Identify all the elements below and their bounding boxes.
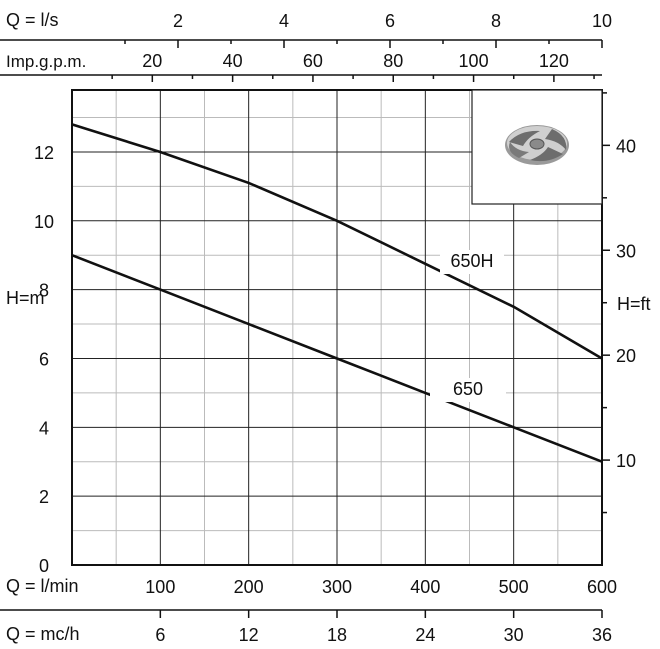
tick-label-ft: 20: [616, 346, 636, 366]
tick-label-imp: 80: [383, 51, 403, 71]
tick-label-imp: 120: [539, 51, 569, 71]
tick-label-imp: 60: [303, 51, 323, 71]
tick-label-m: 2: [39, 487, 49, 507]
tick-label-mch: 36: [592, 625, 612, 645]
tick-label-mch: 18: [327, 625, 347, 645]
tick-label-lmin: 500: [499, 577, 529, 597]
impeller-image: [472, 90, 602, 204]
tick-label-mch: 12: [239, 625, 259, 645]
tick-label-mch: 30: [504, 625, 524, 645]
tick-label-lmin: 300: [322, 577, 352, 597]
tick-label-lmin: 200: [234, 577, 264, 597]
tick-label-m: 0: [39, 556, 49, 576]
axis-title-imp: Imp.g.p.m.: [6, 52, 86, 71]
tick-label-ft: 10: [616, 451, 636, 471]
tick-label-imp: 20: [142, 51, 162, 71]
axis-title-ls: Q = l/s: [6, 10, 59, 30]
tick-label-ls: 6: [385, 11, 395, 31]
tick-label-m: 10: [34, 212, 54, 232]
tick-label-m: 12: [34, 143, 54, 163]
tick-label-ls: 8: [491, 11, 501, 31]
tick-label-lmin: 600: [587, 577, 617, 597]
axis-title-mch: Q = mc/h: [6, 624, 80, 644]
tick-label-m: 4: [39, 418, 49, 438]
tick-label-mch: 24: [415, 625, 435, 645]
tick-label-lmin: 400: [410, 577, 440, 597]
axis-title-lmin: Q = l/min: [6, 576, 79, 596]
tick-label-ft: 40: [616, 136, 636, 156]
series-label-650h: 650H: [450, 251, 493, 271]
tick-label-mch: 6: [155, 625, 165, 645]
tick-label-imp: 100: [459, 51, 489, 71]
tick-label-ls: 4: [279, 11, 289, 31]
series-label-650: 650: [453, 379, 483, 399]
series-labels: 650H 650: [430, 250, 506, 402]
tick-label-m: 8: [39, 281, 49, 301]
axis-title-hft: H=ft: [617, 294, 651, 314]
tick-label-imp: 40: [223, 51, 243, 71]
tick-label-lmin: 100: [145, 577, 175, 597]
tick-label-m: 6: [39, 349, 49, 369]
tick-label-ls: 2: [173, 11, 183, 31]
tick-label-ls: 10: [592, 11, 612, 31]
tick-label-ft: 30: [616, 241, 636, 261]
